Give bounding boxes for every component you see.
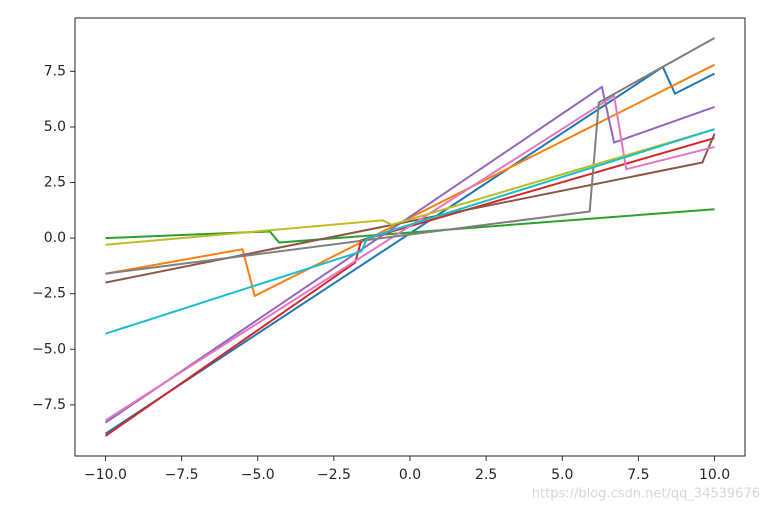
watermark: https://blog.csdn.net/qq_34539676 bbox=[532, 487, 760, 502]
y-tick-label: 2.5 bbox=[44, 175, 66, 191]
x-tick-label: 0.0 bbox=[399, 467, 421, 483]
y-tick-label: 0.0 bbox=[44, 230, 66, 246]
x-tick-label: −2.5 bbox=[317, 467, 351, 483]
x-tick-label: −5.0 bbox=[241, 467, 275, 483]
line bbox=[105, 128, 715, 335]
x-tick-label: 5.0 bbox=[551, 467, 573, 483]
line bbox=[105, 208, 715, 244]
line bbox=[105, 63, 715, 298]
x-tick-label: −10.0 bbox=[84, 467, 127, 483]
x-tick-label: 7.5 bbox=[627, 467, 649, 483]
x-tick-label: −7.5 bbox=[165, 467, 199, 483]
y-tick-label: −7.5 bbox=[32, 397, 66, 413]
line bbox=[104, 137, 715, 437]
plot-frame bbox=[74, 17, 746, 457]
line bbox=[105, 128, 715, 246]
y-tick-label: 5.0 bbox=[44, 119, 66, 135]
line bbox=[104, 94, 715, 422]
x-tick-label: 2.5 bbox=[475, 467, 497, 483]
y-tick-label: −5.0 bbox=[32, 341, 66, 357]
line bbox=[105, 133, 716, 284]
y-tick-label: −2.5 bbox=[32, 286, 66, 302]
x-tick-label: 10.0 bbox=[699, 467, 730, 483]
line bbox=[105, 37, 716, 275]
y-tick-label: 7.5 bbox=[44, 63, 66, 79]
line bbox=[104, 65, 715, 435]
